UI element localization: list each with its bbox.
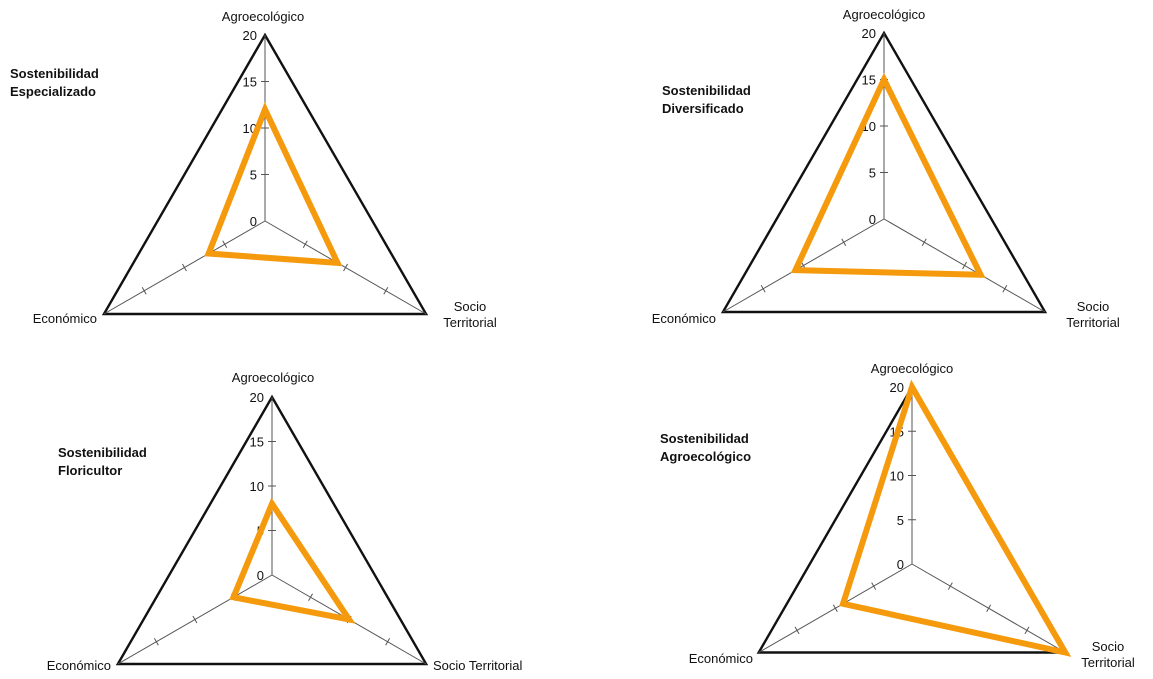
axis-label-2: Socio Territorial — [443, 299, 497, 330]
radar-tick-mark — [921, 238, 927, 246]
radar-tick-mark — [153, 638, 159, 646]
axis-label-3: Económico — [689, 651, 753, 666]
radar-tick-mark — [141, 287, 147, 295]
axis-label-3: Económico — [652, 311, 716, 326]
radar-series-polygon — [790, 72, 986, 278]
radar-tick-mark — [1002, 285, 1008, 293]
radar-series-polygon — [229, 497, 356, 624]
radar-tick-mark — [222, 240, 228, 248]
radar-tick-label: 0 — [257, 568, 264, 583]
radar-tick-mark — [383, 287, 389, 295]
radar-tick-label: 20 — [890, 380, 904, 395]
axis-label-2: Socio Territorial — [1066, 299, 1120, 330]
chart-title: Sostenibilidad Diversificado — [662, 83, 751, 116]
radar-tick-mark — [192, 615, 198, 624]
radar-tick-mark — [986, 604, 992, 612]
radar-tick-label: 15 — [862, 73, 876, 88]
axis-label-2: Socio Territorial — [1081, 639, 1135, 670]
radar-tick-mark — [302, 240, 308, 248]
radar-tick-label: 15 — [250, 435, 264, 450]
radar-tick-label: 10 — [250, 479, 264, 494]
radar-tick-label: 5 — [869, 166, 876, 181]
radar-series-polygon — [839, 379, 1072, 657]
radar-tick-label: 20 — [862, 26, 876, 41]
radar-tick-label: 10 — [890, 469, 904, 484]
axis-label-1: Agroecológico — [871, 361, 953, 376]
radar-tick-label: 20 — [243, 28, 257, 43]
radar-tick-label: 15 — [243, 75, 257, 90]
axis-label-3: Económico — [33, 311, 97, 326]
radar-tick-mark — [385, 638, 391, 646]
axis-label-1: Agroecológico — [232, 370, 314, 385]
radar-frame — [115, 394, 429, 666]
radar-tick-mark — [871, 582, 877, 590]
radar-tick-mark — [760, 285, 766, 293]
axis-label-1: Agroecológico — [222, 9, 304, 24]
radar-tick-mark — [962, 261, 967, 270]
chart-title: Sostenibilidad Agroecológico — [660, 431, 751, 464]
radar-tick-mark — [947, 582, 953, 590]
radar-tick-mark — [841, 238, 847, 246]
axis-label-1: Agroecológico — [843, 7, 925, 22]
axis-label-3: Económico — [47, 658, 111, 673]
radar-frame — [101, 32, 429, 316]
radar-series-polygon — [204, 101, 343, 267]
radar-tick-mark — [308, 593, 313, 601]
chart-title: Sostenibilidad Floricultor — [58, 445, 147, 478]
radar-tick-mark — [1024, 626, 1030, 635]
radar-tick-label: 0 — [897, 557, 904, 572]
radar-tick-mark — [182, 263, 187, 272]
radar-tick-mark — [794, 626, 800, 635]
radar-tick-label: 5 — [250, 168, 257, 183]
axis-label-2: Socio Territorial — [433, 658, 522, 673]
radar-tick-label: 5 — [897, 513, 904, 528]
radar-tick-label: 0 — [869, 212, 876, 227]
radar-tick-label: 0 — [250, 214, 257, 229]
radar-tick-mark — [832, 604, 838, 612]
radar-tick-label: 20 — [250, 390, 264, 405]
radar-tick-mark — [343, 263, 348, 272]
chart-title: Sostenibilidad Especializado — [10, 66, 99, 99]
radar-frame — [720, 30, 1048, 314]
